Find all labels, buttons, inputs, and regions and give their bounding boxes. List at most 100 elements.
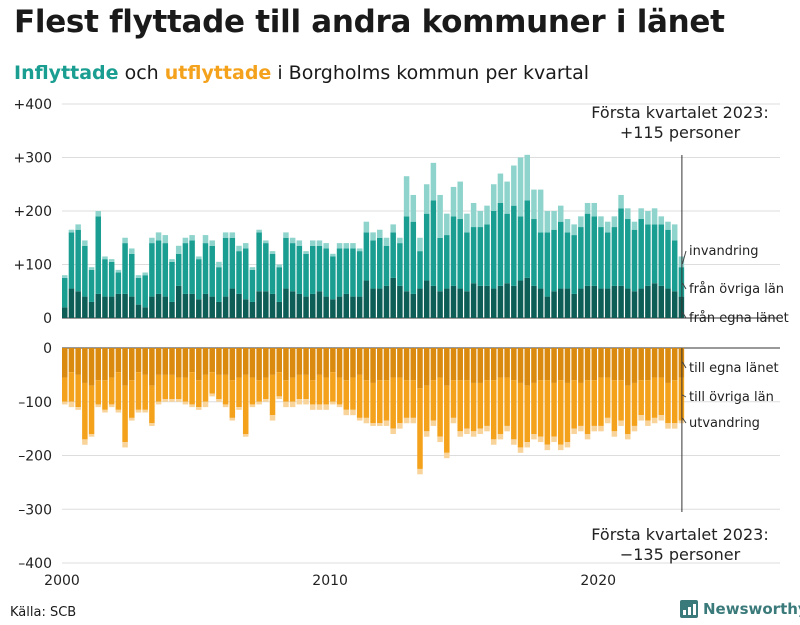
bar-in-segment [303, 253, 309, 297]
bar-in-segment [155, 293, 162, 319]
bar-out-segment [149, 348, 155, 386]
y-tick-label-in: +400 [14, 97, 52, 113]
bar-out-segment [625, 348, 631, 386]
bar-out-segment [645, 348, 651, 381]
newsworthy-logo-icon [680, 600, 698, 618]
bar-in-segment [135, 304, 142, 319]
bar-out-segment [457, 431, 463, 437]
bar-out-segment [356, 348, 363, 375]
bar-in-segment [377, 288, 383, 318]
bar-out-segment [625, 385, 631, 435]
bar-out-segment [169, 399, 175, 402]
annotation-out-text: Första kvartalet 2023: [591, 525, 768, 544]
bar-in-segment [517, 280, 524, 318]
bar-out-segment [175, 399, 182, 402]
bar-in-segment [82, 240, 88, 246]
bar-in-segment [209, 296, 215, 318]
bar-out-segment [256, 348, 262, 381]
bar-in-segment [122, 293, 128, 319]
bar-out-segment [102, 380, 108, 410]
bar-in-segment [229, 288, 236, 318]
bar-in-segment [558, 288, 564, 318]
bar-out-segment [497, 434, 504, 440]
bar-in-segment [209, 240, 215, 246]
bar-in-segment [504, 181, 510, 214]
bar-out-segment [236, 407, 242, 410]
bar-in-segment [430, 285, 437, 318]
bar-out-segment [671, 380, 678, 424]
bar-in-segment [497, 202, 504, 286]
bar-out-segment [410, 417, 417, 424]
bar-in-segment [551, 211, 557, 230]
bar-out-segment [162, 374, 169, 400]
bar-out-segment [249, 348, 256, 378]
bar-out-segment [437, 348, 443, 378]
bar-in-segment [135, 275, 142, 278]
bar-out-segment [82, 348, 88, 383]
bar-out-segment [303, 399, 309, 405]
bar-in-segment [316, 240, 323, 246]
bar-in-segment [108, 259, 115, 262]
bar-in-segment [189, 235, 195, 241]
bar-in-segment [242, 299, 249, 318]
bar-in-segment [289, 291, 296, 318]
bar-out-segment [551, 436, 557, 443]
bar-out-segment [283, 401, 289, 408]
bar-in-segment [162, 243, 169, 297]
bar-out-segment [464, 428, 470, 435]
bar-out-segment [658, 348, 665, 378]
bar-in-segment [598, 216, 604, 228]
bar-in-segment [142, 307, 148, 318]
bar-out-segment [209, 348, 215, 373]
bar-in-segment [484, 224, 490, 286]
bar-out-segment [410, 380, 417, 418]
series-pointer-out [682, 394, 687, 398]
bar-out-segment [598, 425, 604, 432]
bar-in-segment [651, 208, 658, 225]
bar-out-segment [604, 348, 611, 378]
bar-in-segment [417, 251, 423, 289]
bar-out-segment [571, 348, 577, 381]
bar-out-segment [209, 393, 215, 397]
bar-in-segment [551, 229, 557, 292]
bar-in-segment [363, 232, 370, 281]
bar-out-segment [115, 348, 122, 373]
bar-in-segment [222, 296, 229, 318]
bar-out-segment [564, 348, 571, 383]
bar-out-segment [175, 377, 182, 400]
bar-out-segment [584, 434, 591, 440]
bar-out-segment [591, 348, 598, 381]
bar-out-segment [75, 407, 81, 410]
bar-in-segment [618, 208, 624, 286]
bar-in-segment [222, 232, 229, 238]
bar-in-segment [330, 253, 336, 257]
bar-out-segment [323, 377, 329, 405]
bar-in-segment [571, 224, 577, 236]
bar-out-segment [88, 434, 95, 437]
bar-out-segment [598, 377, 604, 426]
bar-in-segment [149, 296, 155, 318]
bar-in-segment [310, 245, 316, 294]
bar-in-segment [95, 216, 102, 294]
bar-out-segment [504, 377, 510, 426]
y-tick-label-in: +100 [14, 258, 52, 274]
bar-out-segment [108, 404, 115, 408]
bar-in-segment [377, 237, 383, 289]
bar-in-segment [269, 253, 276, 294]
bar-in-segment [330, 299, 336, 318]
bar-in-segment [625, 208, 631, 220]
bar-out-segment [611, 348, 618, 381]
series-label-out: till övriga län [689, 390, 774, 405]
bar-out-segment [651, 348, 658, 378]
bar-out-segment [343, 409, 350, 416]
bar-out-segment [370, 423, 376, 426]
bar-in-segment [216, 261, 222, 268]
source-label: Källa: SCB [10, 605, 77, 620]
bar-in-segment [464, 213, 470, 233]
bar-out-segment [256, 380, 262, 402]
bar-out-segment [296, 348, 303, 375]
bar-out-segment [558, 348, 564, 381]
bar-in-segment [370, 240, 376, 289]
bar-out-segment [390, 428, 396, 435]
bar-out-segment [289, 377, 296, 402]
